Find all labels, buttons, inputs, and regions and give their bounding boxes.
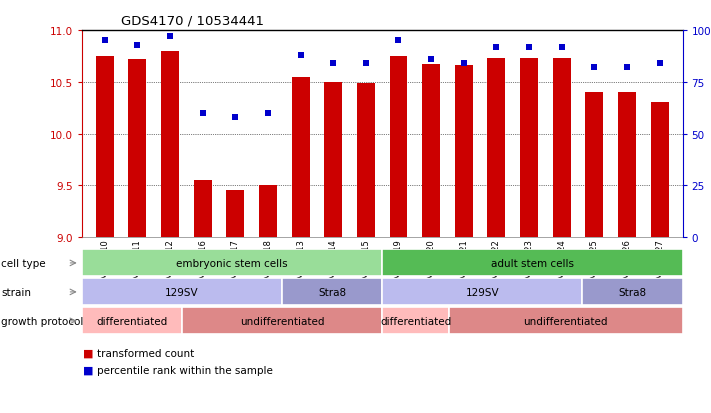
Bar	[488, 59, 506, 237]
Text: transformed count: transformed count	[97, 348, 195, 358]
Bar	[582, 279, 683, 306]
Bar	[161, 52, 179, 237]
Bar	[292, 77, 309, 237]
Bar	[585, 93, 604, 237]
Bar	[259, 186, 277, 237]
Bar	[422, 65, 440, 237]
Bar	[226, 191, 244, 237]
Text: differentiated: differentiated	[96, 316, 168, 326]
Bar	[651, 103, 668, 237]
Text: cell type: cell type	[1, 258, 46, 268]
Text: embryonic stem cells: embryonic stem cells	[176, 258, 288, 268]
Text: growth protocol: growth protocol	[1, 316, 84, 326]
Bar	[520, 59, 538, 237]
Bar	[128, 60, 146, 237]
Text: GDS4170 / 10534441: GDS4170 / 10534441	[121, 14, 264, 27]
Text: 129SV: 129SV	[466, 287, 499, 297]
Text: adult stem cells: adult stem cells	[491, 258, 574, 268]
Bar	[552, 59, 571, 237]
Text: strain: strain	[1, 287, 31, 297]
Bar	[82, 279, 282, 306]
Text: Stra8: Stra8	[318, 287, 346, 297]
Bar	[449, 308, 683, 335]
Text: differentiated: differentiated	[380, 316, 451, 326]
Bar	[383, 250, 683, 277]
Bar	[383, 308, 449, 335]
Bar	[455, 66, 473, 237]
Text: Stra8: Stra8	[619, 287, 646, 297]
Bar	[390, 57, 407, 237]
Bar	[383, 279, 582, 306]
Text: 129SV: 129SV	[165, 287, 198, 297]
Bar	[96, 57, 114, 237]
Text: undifferentiated: undifferentiated	[240, 316, 324, 326]
Bar	[82, 250, 383, 277]
Bar	[82, 308, 182, 335]
Bar	[282, 279, 383, 306]
Bar	[357, 83, 375, 237]
Text: ■: ■	[83, 365, 94, 375]
Bar	[193, 180, 212, 237]
Bar	[618, 93, 636, 237]
Text: ■: ■	[83, 348, 94, 358]
Text: undifferentiated: undifferentiated	[523, 316, 608, 326]
Bar	[182, 308, 383, 335]
Bar	[324, 83, 342, 237]
Text: percentile rank within the sample: percentile rank within the sample	[97, 365, 273, 375]
